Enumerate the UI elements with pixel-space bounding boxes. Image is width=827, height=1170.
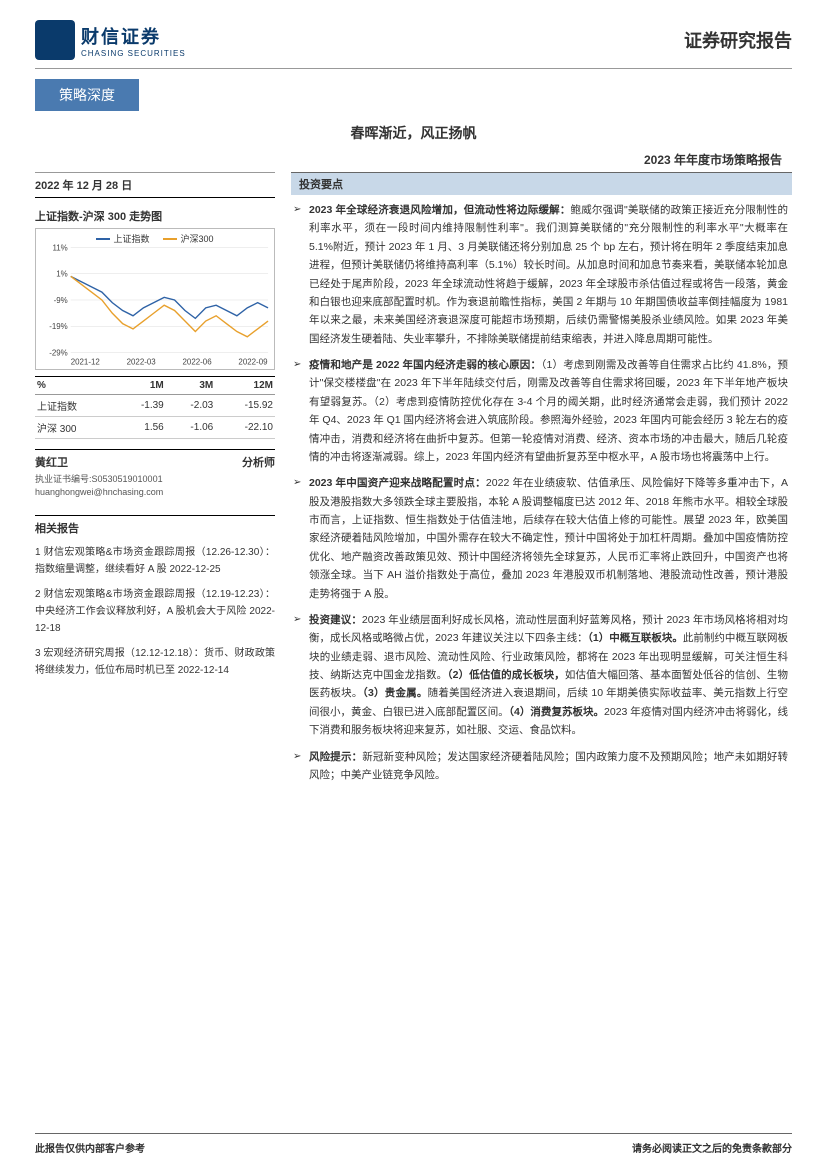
index-chart: 上证指数 沪深300 11%1%-9%-19%-29%2021-122022-0… xyxy=(35,228,275,370)
legend-item: 上证指数 xyxy=(96,232,149,245)
section-ribbon: 策略深度 xyxy=(35,79,139,111)
legend-item: 沪深300 xyxy=(163,232,213,245)
related-heading: 相关报告 xyxy=(35,515,275,536)
analyst-cert: 执业证书编号:S0530519010001 xyxy=(35,472,275,485)
company-name-cn: 财信证券 xyxy=(81,23,186,49)
chart-title: 上证指数-沪深 300 走势图 xyxy=(35,208,275,224)
analyst-email: huanghongwei@hnchasing.com xyxy=(35,487,275,497)
svg-text:2022-03: 2022-03 xyxy=(127,357,157,366)
performance-table: %1M3M12M 上证指数-1.39-2.03-15.92沪深 3001.56-… xyxy=(35,376,275,439)
svg-text:2022-09: 2022-09 xyxy=(238,357,268,366)
related-report-item: 3 宏观经济研究周报（12.12-12.18）：货币、财政政策将继续发力，低位布… xyxy=(35,645,275,679)
analyst-block: 黄红卫 分析师 xyxy=(35,449,275,470)
key-points-list: 2023 年全球经济衰退风险增加，但流动性将边际缓解：鲍威尔强调"美联储的政策正… xyxy=(291,195,792,784)
svg-text:-29%: -29% xyxy=(49,349,67,358)
report-date: 2022 年 12 月 28 日 xyxy=(35,172,275,198)
table-header: 3M xyxy=(166,377,215,395)
key-point-item: 疫情和地产是 2022 年国内经济走弱的核心原因：（1）考虑到刚需及改善等自住需… xyxy=(309,356,788,466)
table-row: 上证指数-1.39-2.03-15.92 xyxy=(35,395,275,417)
analyst-role: 分析师 xyxy=(242,454,275,470)
table-header: % xyxy=(35,377,116,395)
svg-text:-9%: -9% xyxy=(54,296,68,305)
legend-label: 上证指数 xyxy=(113,232,149,245)
logo: 财信证券 CHASING SECURITIES xyxy=(35,20,186,60)
table-row: 沪深 3001.56-1.06-22.10 xyxy=(35,417,275,439)
footer-left: 此报告仅供内部客户参考 xyxy=(35,1140,145,1155)
legend-label: 沪深300 xyxy=(180,232,213,245)
related-report-item: 2 财信宏观策略&市场资金跟踪周报（12.19-12.23）：中央经济工作会议释… xyxy=(35,586,275,637)
footer-right: 请务必阅读正文之后的免责条款部分 xyxy=(632,1140,792,1155)
main-title: 春晖渐近，风正扬帆 xyxy=(35,123,792,143)
logo-mark xyxy=(35,20,75,60)
key-point-item: 2023 年全球经济衰退风险增加，但流动性将边际缓解：鲍威尔强调"美联储的政策正… xyxy=(309,201,788,348)
svg-text:2022-06: 2022-06 xyxy=(183,357,213,366)
document-type: 证券研究报告 xyxy=(684,27,792,53)
svg-text:-19%: -19% xyxy=(49,322,67,331)
key-point-item: 风险提示：新冠新变种风险；发达国家经济硬着陆风险；国内政策力度不及预期风险；地产… xyxy=(309,748,788,785)
header-bar: 财信证券 CHASING SECURITIES 证券研究报告 xyxy=(35,20,792,69)
key-point-item: 投资建议：2023 年业绩层面利好成长风格，流动性层面利好蓝筹风格，预计 202… xyxy=(309,611,788,740)
key-point-item: 2023 年中国资产迎来战略配置时点：2022 年在业绩疲软、估值承压、风险偏好… xyxy=(309,474,788,603)
related-report-item: 1 财信宏观策略&市场资金跟踪周报（12.26-12.30）：指数缩量调整，继续… xyxy=(35,544,275,578)
svg-text:1%: 1% xyxy=(56,270,67,279)
table-header: 1M xyxy=(116,377,165,395)
footer: 此报告仅供内部客户参考 请务必阅读正文之后的免责条款部分 xyxy=(35,1133,792,1155)
key-points-heading: 投资要点 xyxy=(291,172,792,195)
chart-svg: 11%1%-9%-19%-29%2021-122022-032022-06202… xyxy=(36,229,274,369)
company-name-en: CHASING SECURITIES xyxy=(81,49,186,58)
sub-title: 2023 年年度市场策略报告 xyxy=(35,151,792,168)
analyst-name: 黄红卫 xyxy=(35,454,68,470)
table-header: 12M xyxy=(215,377,275,395)
svg-text:2021-12: 2021-12 xyxy=(71,357,100,366)
